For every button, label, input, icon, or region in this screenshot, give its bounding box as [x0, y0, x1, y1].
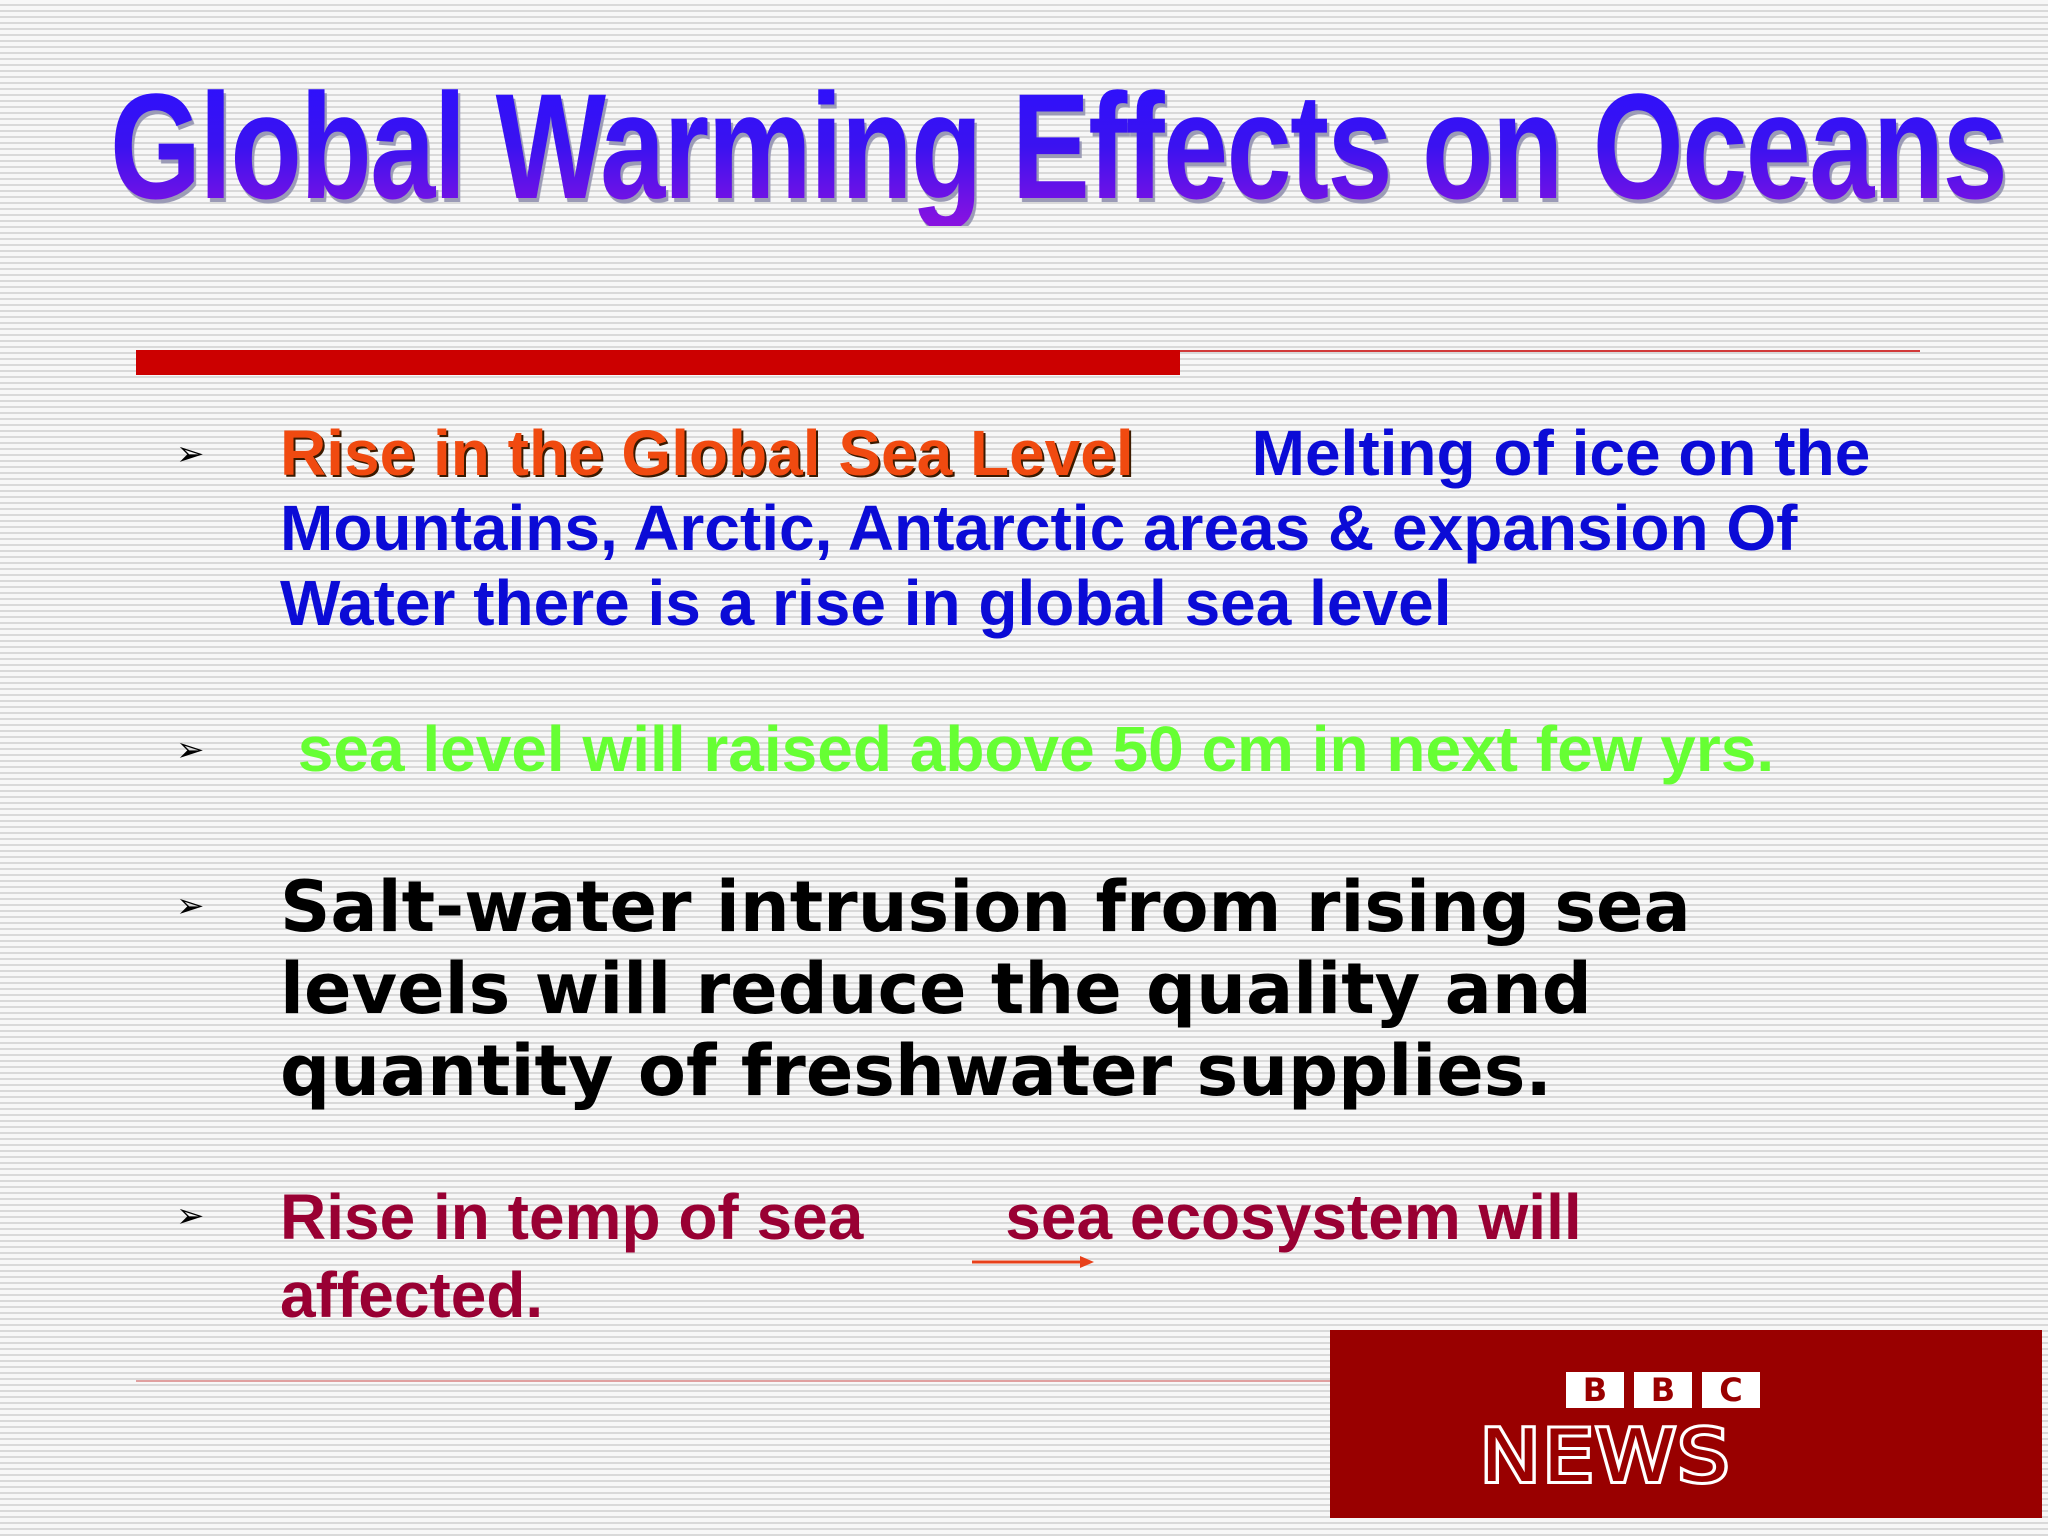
- bullet-text: Salt-water intrusion from rising sea lev…: [280, 866, 1691, 1112]
- arrowhead-bullet-icon: ➢: [176, 886, 205, 926]
- logo-letter-blocks: B B C: [1566, 1372, 1760, 1408]
- bullet-cause: Rise in temp of sea: [280, 1181, 864, 1253]
- logo-word-outline: NEWS: [1480, 1416, 1732, 1496]
- footer-rule: [136, 1380, 1331, 1382]
- bullet-heading: Rise in the Global Sea Level: [280, 417, 1134, 489]
- bullet-effect: sea ecosystem will: [1005, 1181, 1582, 1253]
- title-underline-thin: [1180, 350, 1920, 352]
- arrowhead-bullet-icon: ➢: [176, 730, 205, 770]
- bullet-body: Melting of ice on the Mountains, Arctic,…: [280, 417, 1871, 639]
- bullet-text: sea level will raised above 50 cm in nex…: [280, 713, 1775, 785]
- slide-title-text: Global Warming Effects on Oceans: [110, 66, 2008, 226]
- right-arrow-icon: [972, 1256, 1094, 1268]
- logo-letter-block: B: [1634, 1372, 1692, 1408]
- slide-title: Global Warming Effects on Oceans: [110, 66, 2040, 226]
- bbc-news-logo: B B C NEWS NEWS: [1330, 1330, 2042, 1518]
- logo-letter-block: B: [1566, 1372, 1624, 1408]
- bullet-text: Rise in the Global Sea Level Melting of i…: [280, 416, 1920, 641]
- arrowhead-bullet-icon: ➢: [176, 434, 205, 474]
- logo-word: NEWS: [1480, 1416, 1732, 1496]
- bullet-effect-continued: affected.: [280, 1259, 544, 1331]
- logo-letter-block: C: [1702, 1372, 1760, 1408]
- bullet-text: Rise in temp of sea sea ecosystem will aff…: [280, 1178, 1920, 1334]
- arrowhead-bullet-icon: ➢: [176, 1196, 205, 1236]
- title-underline-thick: [136, 350, 1180, 375]
